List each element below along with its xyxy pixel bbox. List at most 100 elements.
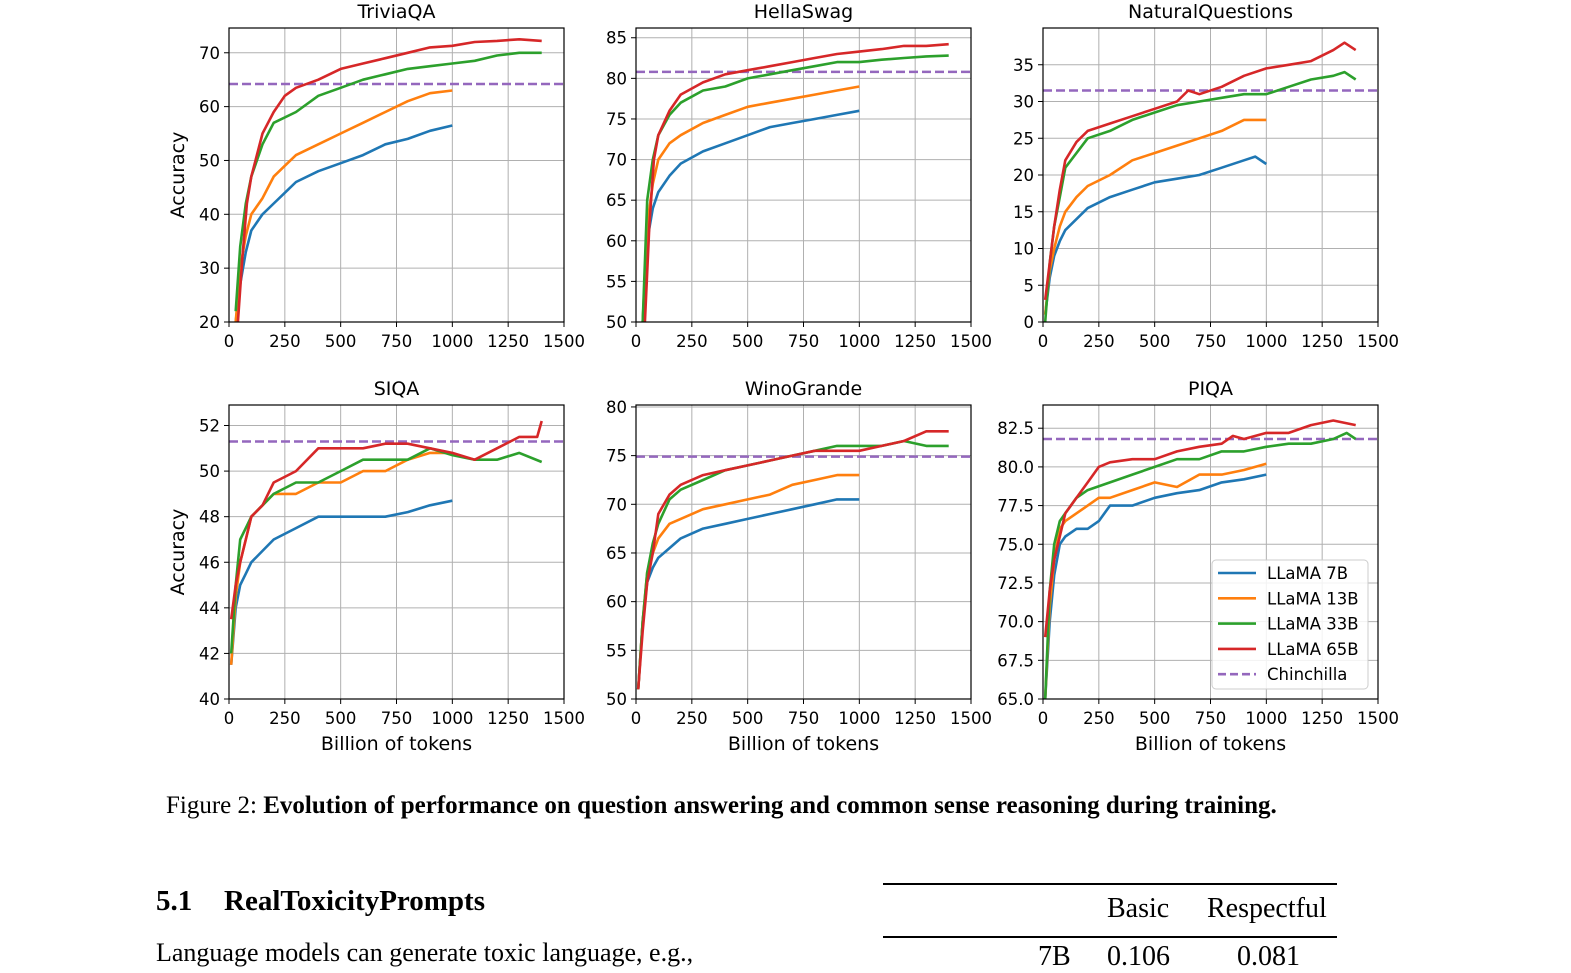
table-header-basic: Basic xyxy=(1107,893,1170,924)
plot-frame xyxy=(635,404,972,700)
figure-2-charts: 0 250 500 750 1000 1250 1500203040506070Trivia… xyxy=(167,1,1399,755)
x-axis-label: Billion of tokens xyxy=(321,733,472,755)
legend: LLaMA 7B LLaMA 13B LLaMA 33B LLaMA 65B Chinc… xyxy=(1211,559,1369,690)
chart-title: HellaSwag xyxy=(754,1,853,23)
series-line-llama-33b xyxy=(636,439,949,690)
chart-title: PIQA xyxy=(1188,378,1233,400)
table-row-label: 7B xyxy=(1038,941,1071,972)
x-tick-label: 750 xyxy=(381,332,413,351)
x-tick-label: 1500 xyxy=(950,332,992,351)
series-line-llama-13b xyxy=(229,451,453,665)
x-tick-label: 750 xyxy=(381,709,413,728)
y-tick-label: 75 xyxy=(606,447,627,466)
y-tick-label: 72.5 xyxy=(997,574,1034,593)
y-tick-label: 50 xyxy=(606,313,627,332)
x-tick-label: 500 xyxy=(325,709,357,728)
x-axis-label: Billion of tokens xyxy=(728,733,879,755)
y-tick-label: 52 xyxy=(199,417,220,436)
chart-siqa: 0 250 500 750 1000 1250 1500 40 42 44 46 48 50 52 SIQA… xyxy=(167,378,585,755)
x-tick-label: 500 xyxy=(1139,332,1171,351)
x-tick-label: 1000 xyxy=(838,332,880,351)
table-mid-rule xyxy=(883,936,1337,938)
y-tick-label: 65 xyxy=(606,544,627,563)
y-tick-label: 44 xyxy=(199,599,220,618)
series-line-llama-33b xyxy=(1043,70,1357,322)
series-line-llama-33b xyxy=(1043,431,1357,699)
series-line-llama-13b xyxy=(641,85,860,322)
series-line-llama-65b xyxy=(636,429,949,690)
chart-title: SIQA xyxy=(374,378,420,400)
y-axis-label: Accuracy xyxy=(167,132,189,219)
y-tick-label: 50 xyxy=(606,690,627,709)
series-line-llama-13b xyxy=(636,473,860,690)
legend-label: LLaMA 65B xyxy=(1267,640,1359,659)
y-tick-label: 20 xyxy=(1013,166,1034,185)
y-tick-label: 46 xyxy=(199,553,220,572)
y-tick-label: 85 xyxy=(606,29,627,48)
legend-label: LLaMA 33B xyxy=(1267,615,1359,634)
y-tick-label: 35 xyxy=(1013,56,1034,75)
x-tick-label: 1000 xyxy=(431,332,473,351)
x-tick-label: 0 xyxy=(224,709,235,728)
y-axis-label: Accuracy xyxy=(167,509,189,596)
y-tick-label: 82.5 xyxy=(997,419,1034,438)
series-line-llama-7b xyxy=(234,124,453,322)
table-cell-basic: 0.106 xyxy=(1107,941,1170,972)
section-number: 5.1 xyxy=(156,885,193,917)
chart-title: NaturalQuestions xyxy=(1128,1,1293,23)
x-tick-label: 1000 xyxy=(1245,709,1287,728)
chart-piqa: 0 250 500 750 1000 1250 1500 65.0 67.5 70.0 72.5 75… xyxy=(997,378,1399,755)
series-line-llama-13b xyxy=(1043,118,1267,315)
y-tick-label: 60 xyxy=(606,593,627,612)
y-tick-label: 65.0 xyxy=(997,690,1034,709)
x-tick-label: 1500 xyxy=(1357,709,1399,728)
legend-label: LLaMA 13B xyxy=(1267,589,1359,608)
x-tick-label: 1250 xyxy=(1301,332,1343,351)
x-tick-label: 1250 xyxy=(894,332,936,351)
plot-frame xyxy=(228,27,565,323)
chart-hellaswag: 0 250 500 750 1000 1250 1500 50 55 60 65 70 75 80 85 He… xyxy=(606,1,992,351)
x-tick-label: 1000 xyxy=(1245,332,1287,351)
y-tick-label: 80.0 xyxy=(997,458,1034,477)
y-tick-label: 55 xyxy=(606,641,627,660)
y-tick-label: 30 xyxy=(1013,93,1034,112)
y-tick-label: 0 xyxy=(1024,313,1035,332)
plot-frame xyxy=(228,404,565,700)
y-tick-label: 70.0 xyxy=(997,613,1034,632)
x-tick-label: 500 xyxy=(325,332,357,351)
series-line-llama-13b xyxy=(234,89,453,322)
y-tick-label: 10 xyxy=(1013,240,1034,259)
x-tick-label: 250 xyxy=(1083,709,1115,728)
y-tick-label: 55 xyxy=(606,272,627,291)
y-tick-label: 48 xyxy=(199,508,220,527)
y-tick-label: 30 xyxy=(199,259,220,278)
y-tick-label: 70 xyxy=(606,151,627,170)
y-tick-label: 5 xyxy=(1024,276,1035,295)
table-cell-respectful: 0.081 xyxy=(1237,941,1300,972)
x-tick-label: 500 xyxy=(1139,709,1171,728)
x-tick-label: 1250 xyxy=(487,332,529,351)
x-tick-label: 1000 xyxy=(838,709,880,728)
series-line-llama-65b xyxy=(1043,419,1356,638)
plot-frame xyxy=(1042,27,1379,323)
series-line-llama-65b xyxy=(229,420,543,620)
x-tick-label: 0 xyxy=(224,332,235,351)
caption-text: Evolution of performance on question ans… xyxy=(263,792,1277,819)
chart-title: TriviaQA xyxy=(356,1,435,23)
plot-frame xyxy=(635,27,972,323)
y-tick-label: 40 xyxy=(199,205,220,224)
series-line-llama-7b xyxy=(229,499,453,665)
y-tick-label: 50 xyxy=(199,462,220,481)
y-tick-label: 20 xyxy=(199,313,220,332)
plot-frame xyxy=(1042,404,1379,700)
x-tick-label: 250 xyxy=(676,332,708,351)
x-tick-label: 250 xyxy=(1083,332,1115,351)
x-tick-label: 0 xyxy=(631,332,642,351)
series-line-llama-7b xyxy=(1043,155,1268,315)
x-tick-label: 0 xyxy=(631,709,642,728)
x-tick-label: 250 xyxy=(269,709,301,728)
series-line-llama-33b xyxy=(234,51,542,312)
y-tick-label: 77.5 xyxy=(997,497,1034,516)
y-tick-label: 42 xyxy=(199,644,220,663)
chart-naturalquestions: 0 250 500 750 1000 1250 1500 0 5 10 15 20 25 30 35 Natu… xyxy=(1013,1,1399,351)
